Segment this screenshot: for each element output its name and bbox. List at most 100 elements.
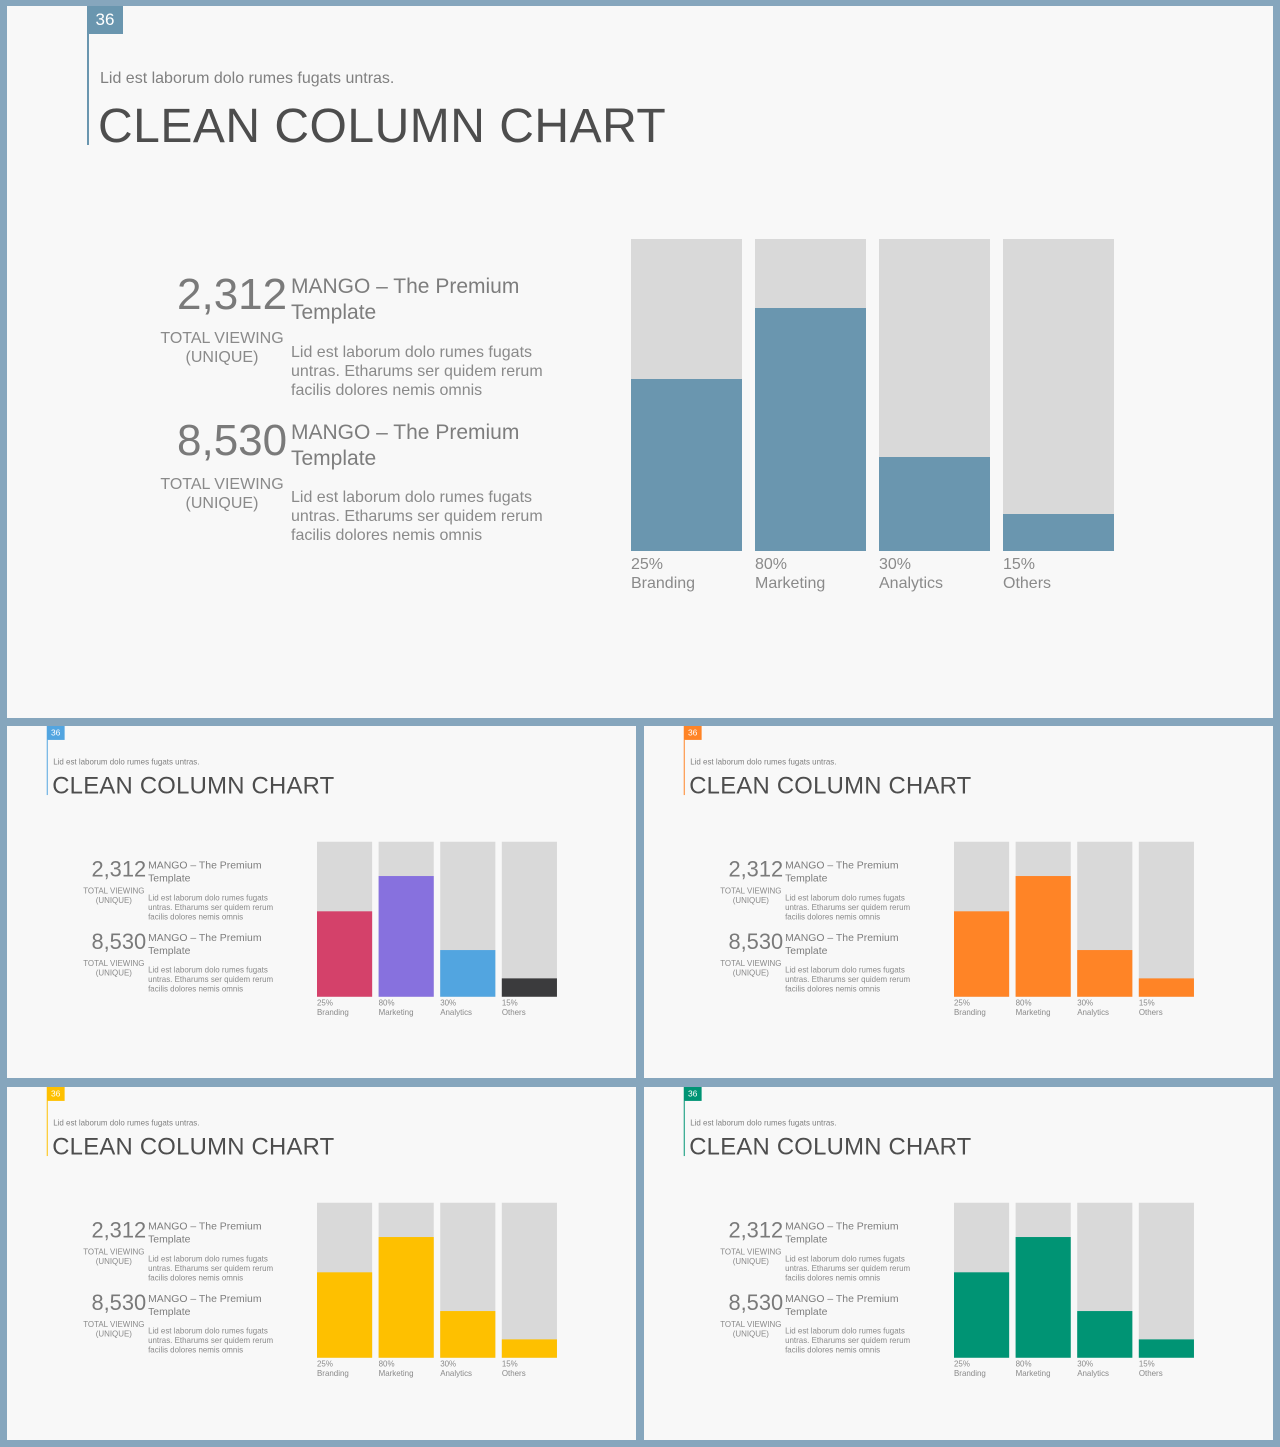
bar-branding: [954, 911, 1010, 997]
stat-description-1: Lid est laborum dolo rumes fugats untras…: [291, 344, 543, 399]
bar-marketing: [755, 308, 866, 551]
slide-subtitle: Lid est laborum dolo rumes fugats untras…: [690, 757, 837, 767]
bar-track-others: [1003, 239, 1114, 551]
bar-category-label: Others: [1138, 1369, 1163, 1379]
bar-category-label: Others: [1138, 1008, 1163, 1018]
accent-line: [46, 739, 48, 796]
bar-category-label: Branding: [317, 1008, 349, 1018]
slide-title: CLEAN COLUMN CHART: [689, 772, 972, 800]
bar-value-label: 80%: [378, 999, 395, 1008]
bar-category-label: Analytics: [879, 575, 944, 592]
stat-label-2: TOTAL VIEWING (UNIQUE): [83, 1320, 145, 1339]
bar-category-label: Branding: [954, 1008, 986, 1018]
bar-category-label: Marketing: [1015, 1369, 1051, 1379]
stat-description-1: Lid est laborum dolo rumes fugats untras…: [148, 1254, 274, 1283]
stat-label-2: TOTAL VIEWING (UNIQUE): [83, 959, 145, 978]
slide-subtitle: Lid est laborum dolo rumes fugats untras…: [100, 70, 395, 87]
stat-number-2: 8,530: [177, 416, 288, 465]
bar-category-label: Analytics: [440, 1369, 473, 1379]
bar-value-label: 80%: [378, 1360, 395, 1369]
bar-value-label: 25%: [954, 1360, 970, 1369]
slide-content: 36 Lid est laborum dolo rumes fugats unt…: [7, 6, 1273, 718]
slide-variant-green: 36 Lid est laborum dolo rumes fugats unt…: [644, 1087, 1273, 1440]
bar-value-label: 80%: [1015, 999, 1032, 1008]
bar-category-label: Branding: [317, 1369, 349, 1379]
bar-category-label: Others: [501, 1008, 526, 1018]
stat-description-2: Lid est laborum dolo rumes fugats untras…: [785, 1326, 911, 1355]
stat-label-2: TOTAL VIEWING (UNIQUE): [720, 959, 782, 978]
slide-subtitle: Lid est laborum dolo rumes fugats untras…: [690, 1118, 837, 1128]
stat-heading-2: MANGO – The Premium Template: [785, 1293, 899, 1318]
bar-category-label: Others: [1003, 575, 1052, 592]
bar-analytics: [440, 950, 496, 997]
slide-variant-orange: 36 Lid est laborum dolo rumes fugats unt…: [644, 726, 1273, 1078]
slide-variant-yellow: 36 Lid est laborum dolo rumes fugats unt…: [7, 1087, 636, 1440]
column-chart: 25% Branding 80% Marketing 30% Analytics 15% Ot…: [954, 841, 1194, 1026]
bar-value-label: 25%: [317, 1360, 333, 1369]
bar-marketing: [1015, 876, 1071, 997]
bar-others: [1138, 1339, 1194, 1358]
bar-marketing: [378, 876, 434, 997]
stat-number-2: 8,530: [91, 1290, 147, 1316]
bar-value-label: 15%: [1003, 556, 1036, 573]
bar-category-label: Analytics: [1077, 1008, 1110, 1018]
slide-title: CLEAN COLUMN CHART: [689, 1133, 972, 1161]
stat-heading-2: MANGO – The Premium Template: [291, 421, 520, 470]
stat-label-1: TOTAL VIEWING (UNIQUE): [160, 330, 284, 366]
slide-variant-multicolor: 36 Lid est laborum dolo rumes fugats unt…: [7, 726, 636, 1078]
page-number-badge: 36: [46, 726, 65, 740]
page-number-badge: 36: [683, 726, 702, 740]
bar-branding: [317, 911, 373, 997]
bar-marketing: [1015, 1237, 1071, 1358]
column-chart: 25% Branding 80% Marketing 30% Analytics 15% Ot…: [317, 841, 557, 1026]
stat-heading-2: MANGO – The Premium Template: [785, 932, 899, 957]
slide-content: 36 Lid est laborum dolo rumes fugats unt…: [7, 726, 636, 1078]
bar-category-label: Marketing: [378, 1369, 414, 1379]
page-number-badge: 36: [46, 1087, 65, 1101]
bar-value-label: 25%: [954, 999, 970, 1008]
column-chart: 25% Branding 80% Marketing 30% Analytics 15% Ot…: [954, 1202, 1194, 1387]
stat-label-1: TOTAL VIEWING (UNIQUE): [720, 886, 782, 905]
bar-category-label: Others: [501, 1369, 526, 1379]
stat-number-1: 2,312: [728, 857, 784, 882]
bar-category-label: Branding: [954, 1369, 986, 1379]
bar-track-others: [1138, 1202, 1194, 1358]
slide-main: 36 Lid est laborum dolo rumes fugats unt…: [7, 6, 1273, 718]
bar-analytics: [440, 1311, 496, 1358]
bar-category-label: Marketing: [755, 575, 826, 592]
slide-content: 36 Lid est laborum dolo rumes fugats unt…: [7, 1087, 636, 1440]
bar-track-others: [1138, 841, 1194, 997]
stat-heading-1: MANGO – The Premium Template: [785, 1220, 899, 1245]
stat-label-1: TOTAL VIEWING (UNIQUE): [83, 886, 145, 905]
slide-content: 36 Lid est laborum dolo rumes fugats unt…: [644, 726, 1273, 1078]
bar-value-label: 30%: [1077, 999, 1094, 1008]
stat-heading-2: MANGO – The Premium Template: [148, 1293, 262, 1318]
slide-title: CLEAN COLUMN CHART: [52, 772, 335, 800]
bar-category-label: Analytics: [440, 1008, 473, 1018]
stat-label-2: TOTAL VIEWING (UNIQUE): [720, 1320, 782, 1339]
stat-label-1: TOTAL VIEWING (UNIQUE): [720, 1247, 782, 1266]
bar-others: [1138, 978, 1194, 997]
bar-value-label: 80%: [1015, 1360, 1032, 1369]
slide-subtitle: Lid est laborum dolo rumes fugats untras…: [53, 757, 200, 767]
stat-number-1: 2,312: [91, 857, 147, 882]
bar-category-label: Analytics: [1077, 1369, 1110, 1379]
bar-analytics: [1077, 950, 1133, 997]
accent-line: [87, 34, 89, 145]
bar-track-others: [501, 1202, 557, 1358]
bar-branding: [317, 1272, 373, 1358]
bar-value-label: 25%: [317, 999, 333, 1008]
slide-title: CLEAN COLUMN CHART: [52, 1133, 335, 1161]
accent-line: [683, 739, 685, 796]
accent-line: [683, 1100, 685, 1157]
stat-heading-1: MANGO – The Premium Template: [148, 859, 262, 884]
accent-line: [46, 1100, 48, 1157]
stat-heading-1: MANGO – The Premium Template: [148, 1220, 262, 1245]
stat-number-2: 8,530: [91, 929, 147, 955]
bar-category-label: Branding: [631, 575, 696, 592]
bar-value-label: 15%: [501, 999, 518, 1008]
bar-others: [501, 1339, 557, 1358]
bar-value-label: 30%: [440, 1360, 457, 1369]
stat-number-1: 2,312: [91, 1218, 147, 1243]
slide-content: 36 Lid est laborum dolo rumes fugats unt…: [644, 1087, 1273, 1440]
